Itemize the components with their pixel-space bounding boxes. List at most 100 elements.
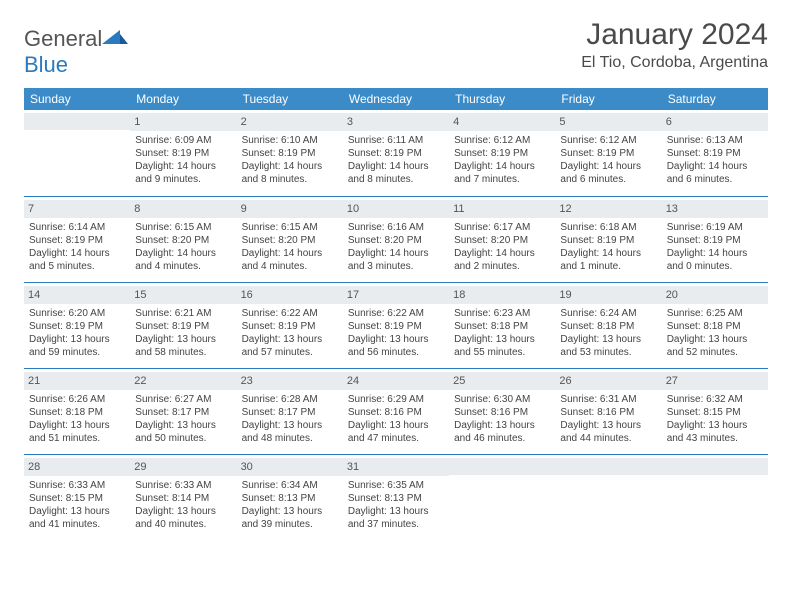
sunrise-text: Sunrise: 6:22 AM bbox=[242, 307, 338, 320]
sunset-text: Sunset: 8:18 PM bbox=[667, 320, 763, 333]
sunrise-text: Sunrise: 6:11 AM bbox=[348, 134, 444, 147]
day-number: 14 bbox=[24, 286, 130, 304]
day-number: 8 bbox=[130, 200, 236, 218]
sunset-text: Sunset: 8:20 PM bbox=[348, 234, 444, 247]
daylight-text: Daylight: 13 hours and 51 minutes. bbox=[29, 419, 125, 445]
day-number: 21 bbox=[24, 372, 130, 390]
sunrise-text: Sunrise: 6:33 AM bbox=[29, 479, 125, 492]
sunset-text: Sunset: 8:20 PM bbox=[135, 234, 231, 247]
calendar-day-cell: 18Sunrise: 6:23 AMSunset: 8:18 PMDayligh… bbox=[449, 282, 555, 368]
sunrise-text: Sunrise: 6:14 AM bbox=[29, 221, 125, 234]
weekday-header: Friday bbox=[555, 88, 661, 110]
day-number: 12 bbox=[555, 200, 661, 218]
day-number: 26 bbox=[555, 372, 661, 390]
daylight-text: Daylight: 14 hours and 5 minutes. bbox=[29, 247, 125, 273]
daylight-text: Daylight: 14 hours and 4 minutes. bbox=[242, 247, 338, 273]
daylight-text: Daylight: 14 hours and 6 minutes. bbox=[667, 160, 763, 186]
day-number: 27 bbox=[662, 372, 768, 390]
sunrise-text: Sunrise: 6:15 AM bbox=[135, 221, 231, 234]
sunset-text: Sunset: 8:16 PM bbox=[560, 406, 656, 419]
sunset-text: Sunset: 8:19 PM bbox=[242, 147, 338, 160]
calendar-day-cell: 20Sunrise: 6:25 AMSunset: 8:18 PMDayligh… bbox=[662, 282, 768, 368]
day-number bbox=[24, 113, 130, 130]
day-number bbox=[662, 458, 768, 475]
calendar-day-cell: 22Sunrise: 6:27 AMSunset: 8:17 PMDayligh… bbox=[130, 368, 236, 454]
day-number: 9 bbox=[237, 200, 343, 218]
daylight-text: Daylight: 14 hours and 0 minutes. bbox=[667, 247, 763, 273]
daylight-text: Daylight: 13 hours and 55 minutes. bbox=[454, 333, 550, 359]
sunrise-text: Sunrise: 6:32 AM bbox=[667, 393, 763, 406]
calendar-day-cell: 2Sunrise: 6:10 AMSunset: 8:19 PMDaylight… bbox=[237, 110, 343, 196]
calendar-day-cell: 4Sunrise: 6:12 AMSunset: 8:19 PMDaylight… bbox=[449, 110, 555, 196]
sunrise-text: Sunrise: 6:24 AM bbox=[560, 307, 656, 320]
calendar-day-cell: 15Sunrise: 6:21 AMSunset: 8:19 PMDayligh… bbox=[130, 282, 236, 368]
daylight-text: Daylight: 14 hours and 8 minutes. bbox=[348, 160, 444, 186]
day-number: 13 bbox=[662, 200, 768, 218]
day-number: 29 bbox=[130, 458, 236, 476]
weekday-header: Tuesday bbox=[237, 88, 343, 110]
calendar-day-cell: 13Sunrise: 6:19 AMSunset: 8:19 PMDayligh… bbox=[662, 196, 768, 282]
daylight-text: Daylight: 13 hours and 48 minutes. bbox=[242, 419, 338, 445]
calendar-day-cell: 17Sunrise: 6:22 AMSunset: 8:19 PMDayligh… bbox=[343, 282, 449, 368]
calendar-table: Sunday Monday Tuesday Wednesday Thursday… bbox=[24, 88, 768, 540]
calendar-day-cell: 9Sunrise: 6:15 AMSunset: 8:20 PMDaylight… bbox=[237, 196, 343, 282]
daylight-text: Daylight: 13 hours and 56 minutes. bbox=[348, 333, 444, 359]
daylight-text: Daylight: 13 hours and 53 minutes. bbox=[560, 333, 656, 359]
sunset-text: Sunset: 8:20 PM bbox=[242, 234, 338, 247]
day-number: 4 bbox=[449, 113, 555, 131]
calendar-day-cell: 24Sunrise: 6:29 AMSunset: 8:16 PMDayligh… bbox=[343, 368, 449, 454]
sunrise-text: Sunrise: 6:12 AM bbox=[454, 134, 550, 147]
daylight-text: Daylight: 13 hours and 59 minutes. bbox=[29, 333, 125, 359]
weekday-header: Thursday bbox=[449, 88, 555, 110]
daylight-text: Daylight: 13 hours and 47 minutes. bbox=[348, 419, 444, 445]
sunset-text: Sunset: 8:19 PM bbox=[29, 234, 125, 247]
sunrise-text: Sunrise: 6:27 AM bbox=[135, 393, 231, 406]
calendar-day-cell: 11Sunrise: 6:17 AMSunset: 8:20 PMDayligh… bbox=[449, 196, 555, 282]
sunrise-text: Sunrise: 6:17 AM bbox=[454, 221, 550, 234]
day-number: 3 bbox=[343, 113, 449, 131]
day-number: 11 bbox=[449, 200, 555, 218]
daylight-text: Daylight: 14 hours and 9 minutes. bbox=[135, 160, 231, 186]
sunrise-text: Sunrise: 6:34 AM bbox=[242, 479, 338, 492]
calendar-day-cell: 5Sunrise: 6:12 AMSunset: 8:19 PMDaylight… bbox=[555, 110, 661, 196]
calendar-day-cell: 31Sunrise: 6:35 AMSunset: 8:13 PMDayligh… bbox=[343, 454, 449, 540]
daylight-text: Daylight: 13 hours and 52 minutes. bbox=[667, 333, 763, 359]
sunrise-text: Sunrise: 6:18 AM bbox=[560, 221, 656, 234]
calendar-day-cell: 16Sunrise: 6:22 AMSunset: 8:19 PMDayligh… bbox=[237, 282, 343, 368]
sunrise-text: Sunrise: 6:25 AM bbox=[667, 307, 763, 320]
sunset-text: Sunset: 8:14 PM bbox=[135, 492, 231, 505]
day-number: 17 bbox=[343, 286, 449, 304]
sunset-text: Sunset: 8:19 PM bbox=[348, 147, 444, 160]
daylight-text: Daylight: 13 hours and 44 minutes. bbox=[560, 419, 656, 445]
sunrise-text: Sunrise: 6:20 AM bbox=[29, 307, 125, 320]
daylight-text: Daylight: 13 hours and 46 minutes. bbox=[454, 419, 550, 445]
calendar-day-cell bbox=[662, 454, 768, 540]
location: El Tio, Cordoba, Argentina bbox=[581, 54, 768, 72]
day-number: 19 bbox=[555, 286, 661, 304]
sunrise-text: Sunrise: 6:21 AM bbox=[135, 307, 231, 320]
calendar-day-cell: 26Sunrise: 6:31 AMSunset: 8:16 PMDayligh… bbox=[555, 368, 661, 454]
daylight-text: Daylight: 13 hours and 40 minutes. bbox=[135, 505, 231, 531]
daylight-text: Daylight: 14 hours and 7 minutes. bbox=[454, 160, 550, 186]
sunset-text: Sunset: 8:17 PM bbox=[242, 406, 338, 419]
sunrise-text: Sunrise: 6:33 AM bbox=[135, 479, 231, 492]
calendar-day-cell: 8Sunrise: 6:15 AMSunset: 8:20 PMDaylight… bbox=[130, 196, 236, 282]
sunset-text: Sunset: 8:19 PM bbox=[135, 147, 231, 160]
calendar-week-row: 7Sunrise: 6:14 AMSunset: 8:19 PMDaylight… bbox=[24, 196, 768, 282]
day-number: 1 bbox=[130, 113, 236, 131]
day-number: 10 bbox=[343, 200, 449, 218]
sunrise-text: Sunrise: 6:35 AM bbox=[348, 479, 444, 492]
calendar-day-cell: 3 Sunrise: 6:11 AMSunset: 8:19 PMDaylight… bbox=[343, 110, 449, 196]
daylight-text: Daylight: 14 hours and 2 minutes. bbox=[454, 247, 550, 273]
day-number bbox=[449, 458, 555, 475]
calendar-day-cell: 29 Sunrise: 6:33 AMSunset: 8:14 PMDayligh… bbox=[130, 454, 236, 540]
day-number: 16 bbox=[237, 286, 343, 304]
logo-word2: Blue bbox=[24, 52, 68, 77]
calendar-day-cell: 25Sunrise: 6:30 AMSunset: 8:16 PMDayligh… bbox=[449, 368, 555, 454]
day-number: 7 bbox=[24, 200, 130, 218]
calendar-day-cell: 14Sunrise: 6:20 AMSunset: 8:19 PMDayligh… bbox=[24, 282, 130, 368]
sunset-text: Sunset: 8:19 PM bbox=[667, 147, 763, 160]
logo-text: General Blue bbox=[24, 26, 128, 78]
sunset-text: Sunset: 8:13 PM bbox=[348, 492, 444, 505]
calendar-day-cell: 27Sunrise: 6:32 AMSunset: 8:15 PMDayligh… bbox=[662, 368, 768, 454]
